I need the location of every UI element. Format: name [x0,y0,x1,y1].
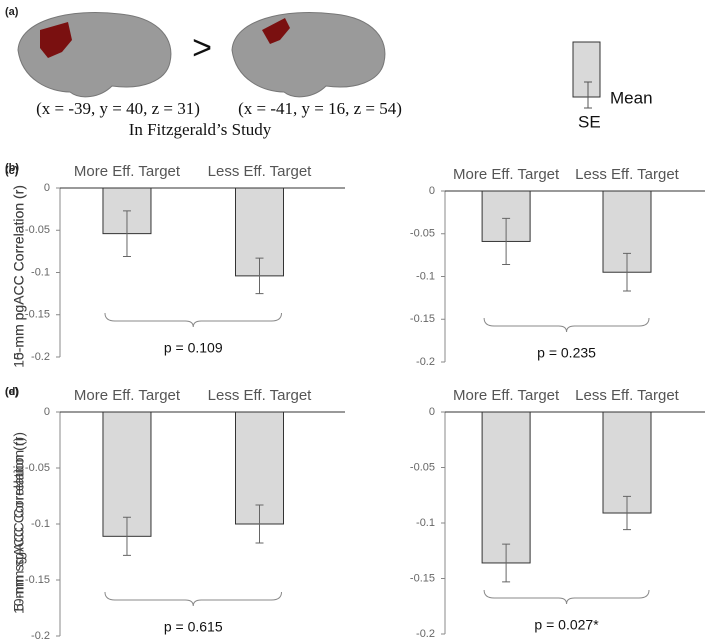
bar [102,411,152,537]
panel-label: (c) [5,165,19,177]
y-tick-label: 0 [429,406,435,418]
coord-text: (x = -39, y = 40, z = 31) [36,99,200,118]
p-value: p = 0.027* [534,617,599,633]
bar [481,411,531,564]
panel-label: (a) [5,6,19,18]
y-tick-label: -0.2 [31,630,50,642]
y-tick-label: 0 [44,406,50,418]
error-bar [255,257,264,295]
y-tick-label: -0.2 [416,356,435,368]
x-category-label: More Eff. Target [74,163,181,180]
x-category-label: Less Eff. Target [208,163,313,180]
panel-label: (d) [5,386,19,398]
y-axis-label: 10-mm pgACC Correlation (r) [11,185,27,368]
error-bar [502,543,511,583]
y-tick-label: -0.1 [31,266,50,278]
y-tick-label: -0.15 [410,572,435,584]
brace [104,591,282,607]
comparison-sign: > [192,29,212,67]
p-value: p = 0.109 [164,340,223,356]
error-bar [502,217,511,266]
panel-label: (e) [5,386,19,398]
p-value: p = 0.235 [537,345,596,361]
brace [483,317,650,333]
y-tick-label: -0.1 [31,518,50,530]
y-tick-label: -0.05 [25,462,50,474]
error-bar [255,504,264,544]
coord-text: (x = -41, y = 16, z = 54) [238,99,402,118]
brain-right [231,12,386,98]
y-tick-label: -0.15 [25,309,50,321]
study-text: In Fitzgerald’s Study [129,120,272,139]
x-category-label: Less Eff. Target [575,166,680,183]
x-category-label: Less Eff. Target [575,387,680,404]
y-tick-label: -0.2 [31,351,50,363]
p-value: p = 0.615 [164,619,223,635]
legend-se: SE [578,112,601,131]
y-tick-label: -0.05 [25,224,50,236]
y-tick-label: 0 [429,185,435,197]
y-axis-label: 5-mm pgACC Correlation (r) [11,185,27,360]
legend-box [572,41,601,98]
brain-left [17,12,172,98]
y-tick-label: -0.15 [410,313,435,325]
error-bar [122,210,131,257]
y-tick-label: -0.2 [416,628,435,640]
error-bar [623,252,631,292]
legend-mean: Mean [610,88,653,107]
brace [483,589,650,605]
y-tick-label: -0.05 [410,461,435,473]
legend: Mean SE [572,41,653,131]
x-category-label: Less Eff. Target [208,387,313,404]
brace [104,312,282,328]
y-tick-label: -0.15 [25,574,50,586]
y-tick-label: -0.05 [410,228,435,240]
x-category-label: More Eff. Target [453,387,560,404]
x-category-label: More Eff. Target [74,387,181,404]
error-bar [623,495,631,531]
y-tick-label: -0.1 [416,270,435,282]
x-category-label: More Eff. Target [453,166,560,183]
y-axis-label: 10-mm sgACC Correlation (r) [11,432,27,614]
panel-label: (b) [5,162,19,174]
y-tick-label: -0.1 [416,517,435,529]
y-tick-label: 0 [44,182,50,194]
error-bar [122,516,131,556]
y-axis-label: 5-mm sgACC Correlation (r) [11,437,27,611]
